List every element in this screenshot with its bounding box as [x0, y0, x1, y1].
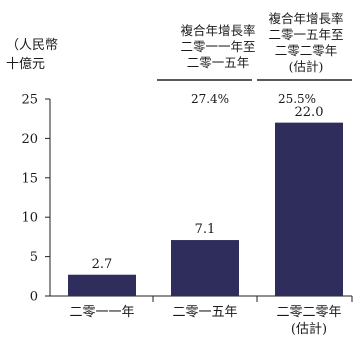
y-tick-label: 15	[21, 171, 38, 186]
cagr-value-2015-2020: 25.5%	[277, 92, 317, 106]
y-tick-label: 25	[21, 93, 38, 108]
y-axis-title-line: 十億元	[6, 57, 46, 72]
bar-value-label: 7.1	[194, 222, 216, 238]
y-axis-title-line: （人民幣	[6, 38, 59, 53]
x-tick-label: 二零二零年 (估計)	[259, 304, 354, 338]
x-tick-label-line: (估計)	[290, 322, 328, 337]
x-tick-label: 二零一五年	[155, 304, 255, 321]
bar	[275, 122, 343, 296]
x-tick-label-line: 二零二零年	[276, 305, 342, 320]
cagr-heading-2011-2015: 複合年增長率 二零一一年至 二零一五年	[168, 23, 268, 71]
x-tick-label-line: 二零一一年	[69, 305, 135, 320]
cagr-heading-line: 複合年增長率	[180, 23, 256, 38]
bar	[68, 274, 136, 296]
cagr-heading-line: 二零一五年	[186, 55, 250, 70]
cagr-heading-line: 二零一五年至	[268, 27, 344, 42]
cagr-value-2011-2015: 27.4%	[190, 92, 230, 106]
cagr-heading-line: 二零一一年至	[180, 39, 256, 54]
bars	[68, 122, 343, 296]
cagr-heading-2015-2020: 複合年增長率 二零一五年至 二零二零年 (估計)	[256, 11, 354, 75]
bar-value-label: 2.7	[91, 256, 113, 272]
y-tick-label: 20	[21, 132, 38, 147]
y-tick-label: 0	[30, 290, 38, 305]
x-tick-label: 二零一一年	[52, 304, 152, 321]
bar-value-label: 22.0	[294, 104, 324, 120]
y-tick-label: 5	[30, 250, 38, 265]
cagr-heading-line: 二零二零年	[274, 43, 338, 58]
bar	[171, 240, 239, 296]
x-tick-label-line: 二零一五年	[172, 305, 238, 320]
cagr-heading-line: 複合年增長率	[268, 11, 344, 26]
cagr-heading-line: (估計)	[288, 59, 324, 74]
y-axis-title: （人民幣 十億元	[6, 36, 58, 74]
y-tick-label: 10	[21, 211, 38, 226]
